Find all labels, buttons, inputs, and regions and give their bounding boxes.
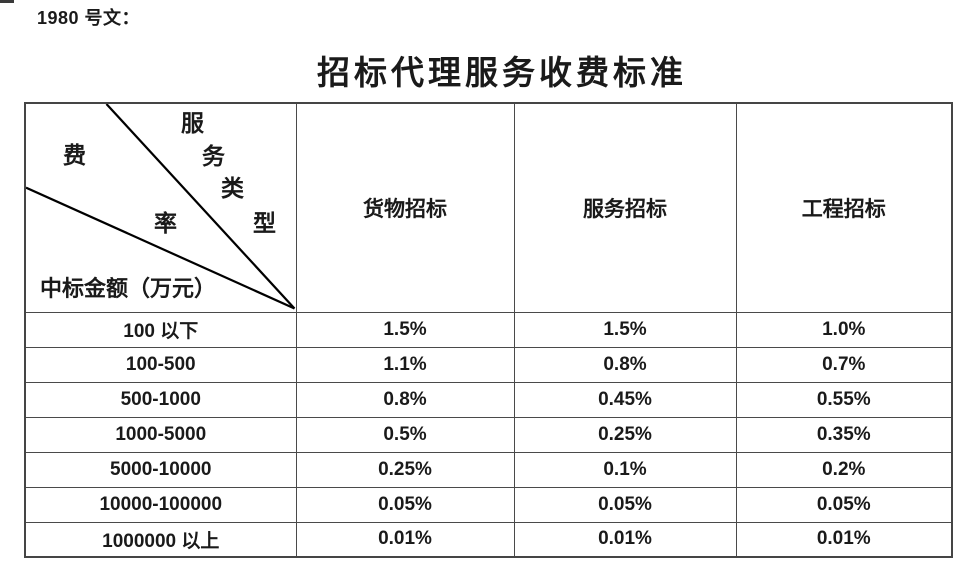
rate-cell: 0.8% xyxy=(513,346,737,383)
table-row: 500-1000 0.8% 0.45% 0.55% xyxy=(24,381,953,418)
table-row: 5000-10000 0.25% 0.1% 0.2% xyxy=(24,451,953,488)
table-row: 100-500 1.1% 0.8% 0.7% xyxy=(24,346,953,383)
rate-cell: 0.05% xyxy=(513,486,737,523)
amount-range-cell: 500-1000 xyxy=(24,381,297,418)
rate-cell: 0.1% xyxy=(513,451,737,488)
diagonal-label-service-type-char: 务 xyxy=(202,144,225,169)
diagonal-label-service-type-char: 类 xyxy=(221,176,244,201)
rate-cell: 0.01% xyxy=(513,521,737,558)
col-header-engineering-bidding: 工程招标 xyxy=(735,102,953,313)
table-header-row: 服 务 类 型 费 率 中标金额（万元） 货物招标 服务招标 工程招标 xyxy=(24,102,953,313)
diagonal-label-fee-rate-char: 率 xyxy=(154,211,177,236)
amount-range-cell: 10000-100000 xyxy=(24,486,297,523)
amount-range-cell: 5000-10000 xyxy=(24,451,297,488)
rate-cell: 0.05% xyxy=(295,486,515,523)
rate-cell: 0.01% xyxy=(735,521,953,558)
page-title: 招标代理服务收费标准 xyxy=(317,56,687,92)
screenshot-edge-artifact xyxy=(0,0,14,3)
amount-range-cell: 100-500 xyxy=(24,346,297,383)
amount-range-cell: 1000000 以上 xyxy=(24,521,297,558)
rate-cell: 0.05% xyxy=(735,486,953,523)
diagonal-label-bid-amount: 中标金额（万元） xyxy=(40,276,217,301)
doc-number-label: 1980 号文： xyxy=(37,8,141,28)
rate-cell: 0.01% xyxy=(295,521,515,558)
rate-cell: 0.25% xyxy=(513,416,737,453)
rate-cell: 1.5% xyxy=(295,311,515,348)
rate-cell: 1.0% xyxy=(735,311,953,348)
table-row: 1000-5000 0.5% 0.25% 0.35% xyxy=(24,416,953,453)
table-row: 10000-100000 0.05% 0.05% 0.05% xyxy=(24,486,953,523)
col-header-services-bidding: 服务招标 xyxy=(513,102,737,313)
col-header-goods-bidding: 货物招标 xyxy=(295,102,515,313)
rate-cell: 0.5% xyxy=(295,416,515,453)
diagonal-header-cell: 服 务 类 型 费 率 中标金额（万元） xyxy=(24,102,297,313)
rate-cell: 0.45% xyxy=(513,381,737,418)
rate-cell: 0.25% xyxy=(295,451,515,488)
fee-standard-table: 服 务 类 型 费 率 中标金额（万元） 货物招标 服务招标 工程招标 100 … xyxy=(24,102,953,558)
rate-cell: 0.35% xyxy=(735,416,953,453)
diagonal-lines xyxy=(26,104,295,310)
diagonal-label-service-type-char: 服 xyxy=(181,111,204,136)
rate-cell: 0.8% xyxy=(295,381,515,418)
rate-cell: 0.55% xyxy=(735,381,953,418)
diagonal-label-service-type-char: 型 xyxy=(253,211,276,236)
amount-range-cell: 100 以下 xyxy=(24,311,297,348)
rate-cell: 1.1% xyxy=(295,346,515,383)
table-row: 100 以下 1.5% 1.5% 1.0% xyxy=(24,311,953,348)
diagonal-label-fee-rate-char: 费 xyxy=(63,143,86,168)
amount-range-cell: 1000-5000 xyxy=(24,416,297,453)
rate-cell: 1.5% xyxy=(513,311,737,348)
rate-cell: 0.7% xyxy=(735,346,953,383)
diagonal-line-lower xyxy=(26,186,295,310)
table-row: 1000000 以上 0.01% 0.01% 0.01% xyxy=(24,521,953,558)
rate-cell: 0.2% xyxy=(735,451,953,488)
diagonal-line-upper xyxy=(105,104,295,310)
